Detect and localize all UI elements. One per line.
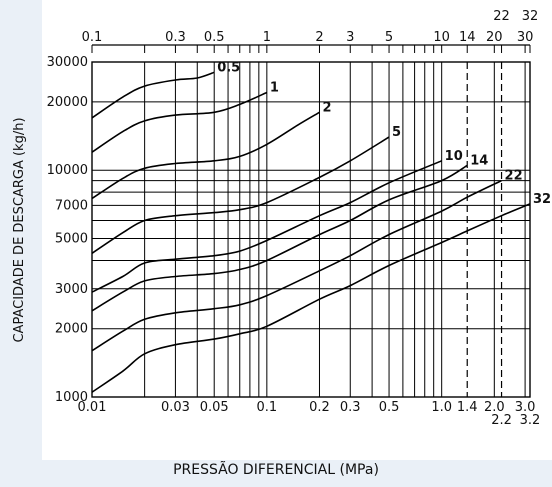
y-axis-label: CAPACIDADE DE DESCARGA (kg/h) [12, 117, 27, 342]
y-tick-label: 5000 [55, 231, 88, 246]
y-tick-label: 20000 [47, 95, 88, 110]
series-label: 22 [505, 169, 523, 184]
bottom-tick-label: 2.0 [484, 400, 505, 415]
series-label: 5 [392, 125, 401, 140]
bottom-tick-label-row2: 2.2 [491, 413, 512, 428]
top-tick-label: 1 [263, 30, 271, 45]
plot-frame [91, 61, 531, 398]
top-tick-label-row2: 22 [493, 9, 510, 24]
x-axis-label: PRESSÃO DIFERENCIAL (MPa) [173, 462, 379, 478]
top-tick-label-row2: 32 [522, 9, 539, 24]
series-label: 2 [322, 100, 331, 115]
y-tick-label: 10000 [47, 163, 88, 178]
series-label: 10 [445, 149, 463, 164]
series-line-32 [91, 203, 531, 393]
series-line-14 [91, 164, 468, 312]
series-line-2 [91, 111, 320, 200]
bottom-tick-label: 0.1 [256, 400, 277, 415]
bottom-tick-label-row2: 3.2 [520, 413, 541, 428]
series-lines [91, 71, 531, 393]
bottom-tick-label: 0.01 [78, 400, 107, 415]
top-tick-label: 0.1 [82, 30, 103, 45]
series-label: 1 [270, 81, 279, 96]
plot-background [42, 0, 552, 460]
tick-labels: 0.1 0.3 0.5 1 2 3 5 10 14 20 30 22 32 0.01 0.03 0.05 0.1… [47, 9, 551, 428]
y-tick-label: 7000 [55, 198, 88, 213]
y-tick-label: 2000 [55, 322, 88, 337]
grid [91, 61, 530, 398]
bottom-tick-label: 1.0 [431, 400, 452, 415]
series-label: 0.5 [217, 60, 240, 75]
series-label: 14 [470, 153, 488, 168]
bottom-tick-label: 3.0 [515, 400, 536, 415]
top-tick-label: 0.3 [165, 30, 186, 45]
top-tick-label: 20 [486, 30, 503, 45]
top-tick-label: 3 [346, 30, 354, 45]
y-tick-label: 3000 [55, 282, 88, 297]
top-tick-label: 14 [459, 30, 476, 45]
bottom-tick-label: 1.4 [457, 400, 478, 415]
series-line-22 [91, 179, 502, 352]
top-tick-label: 30 [517, 30, 534, 45]
y-tick-label: 30000 [47, 55, 88, 70]
bottom-tick-label: 0.2 [309, 400, 330, 415]
series-line-0-5 [91, 71, 215, 119]
axes [91, 44, 531, 398]
series-line-5 [91, 136, 390, 254]
top-tick-label: 10 [433, 30, 450, 45]
bottom-tick-label: 0.03 [161, 400, 190, 415]
top-tick-label: 0.5 [204, 30, 225, 45]
series-line-1 [91, 91, 268, 153]
top-tick-label: 2 [315, 30, 323, 45]
bottom-tick-label: 0.05 [200, 400, 229, 415]
y-tick-label: 1000 [55, 390, 88, 405]
series-line-10 [91, 160, 443, 293]
y-axis-label-wrap: CAPACIDADE DE DESCARGA (kg/h) [8, 60, 30, 400]
y-axis-label-svg: CAPACIDADE DE DESCARGA (kg/h) [12, 117, 27, 342]
top-tick-label: 5 [385, 30, 393, 45]
bottom-tick-label: 0.5 [379, 400, 400, 415]
bottom-tick-label: 0.3 [340, 400, 361, 415]
series-label: 32 [533, 192, 551, 207]
